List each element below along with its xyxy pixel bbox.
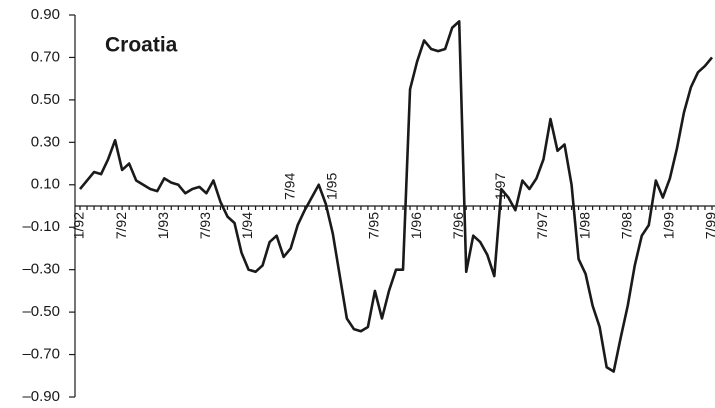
y-tick-label: 0.70 (31, 48, 60, 65)
x-tick-label: 1/98 (576, 212, 592, 239)
chart-title: Croatia (105, 34, 178, 57)
data-line (78, 20, 714, 373)
x-tick-label: 7/93 (197, 212, 213, 239)
y-tick-label: –0.10 (22, 218, 60, 235)
x-tick-label: 7/98 (618, 212, 634, 239)
x-tick-label: 1/93 (155, 212, 171, 239)
x-tick-label: 1/99 (661, 212, 677, 239)
y-tick-label: –0.30 (22, 261, 60, 278)
x-tick-label: 7/96 (450, 212, 466, 239)
x-tick-label: 1/92 (71, 212, 87, 239)
y-tick-label: 0.10 (31, 176, 60, 193)
y-tick-label: –0.90 (22, 388, 60, 405)
y-tick-label: 0.30 (31, 133, 60, 150)
x-tick-label: 1/94 (239, 212, 255, 239)
y-tick-label: –0.70 (22, 346, 60, 363)
y-tick-label: 0.50 (31, 91, 60, 108)
y-tick-label: 0.90 (31, 6, 60, 23)
x-tick-label: 7/99 (703, 212, 715, 239)
x-tick-label: 7/92 (113, 212, 129, 239)
x-tick-label: 7/97 (534, 212, 550, 239)
x-tick-label: 1/96 (408, 212, 424, 239)
x-tick-label: 7/94 (281, 173, 297, 200)
y-tick-label: –0.50 (22, 303, 60, 320)
x-tick-label: 7/95 (366, 212, 382, 239)
x-tick-label: 1/95 (324, 173, 340, 200)
